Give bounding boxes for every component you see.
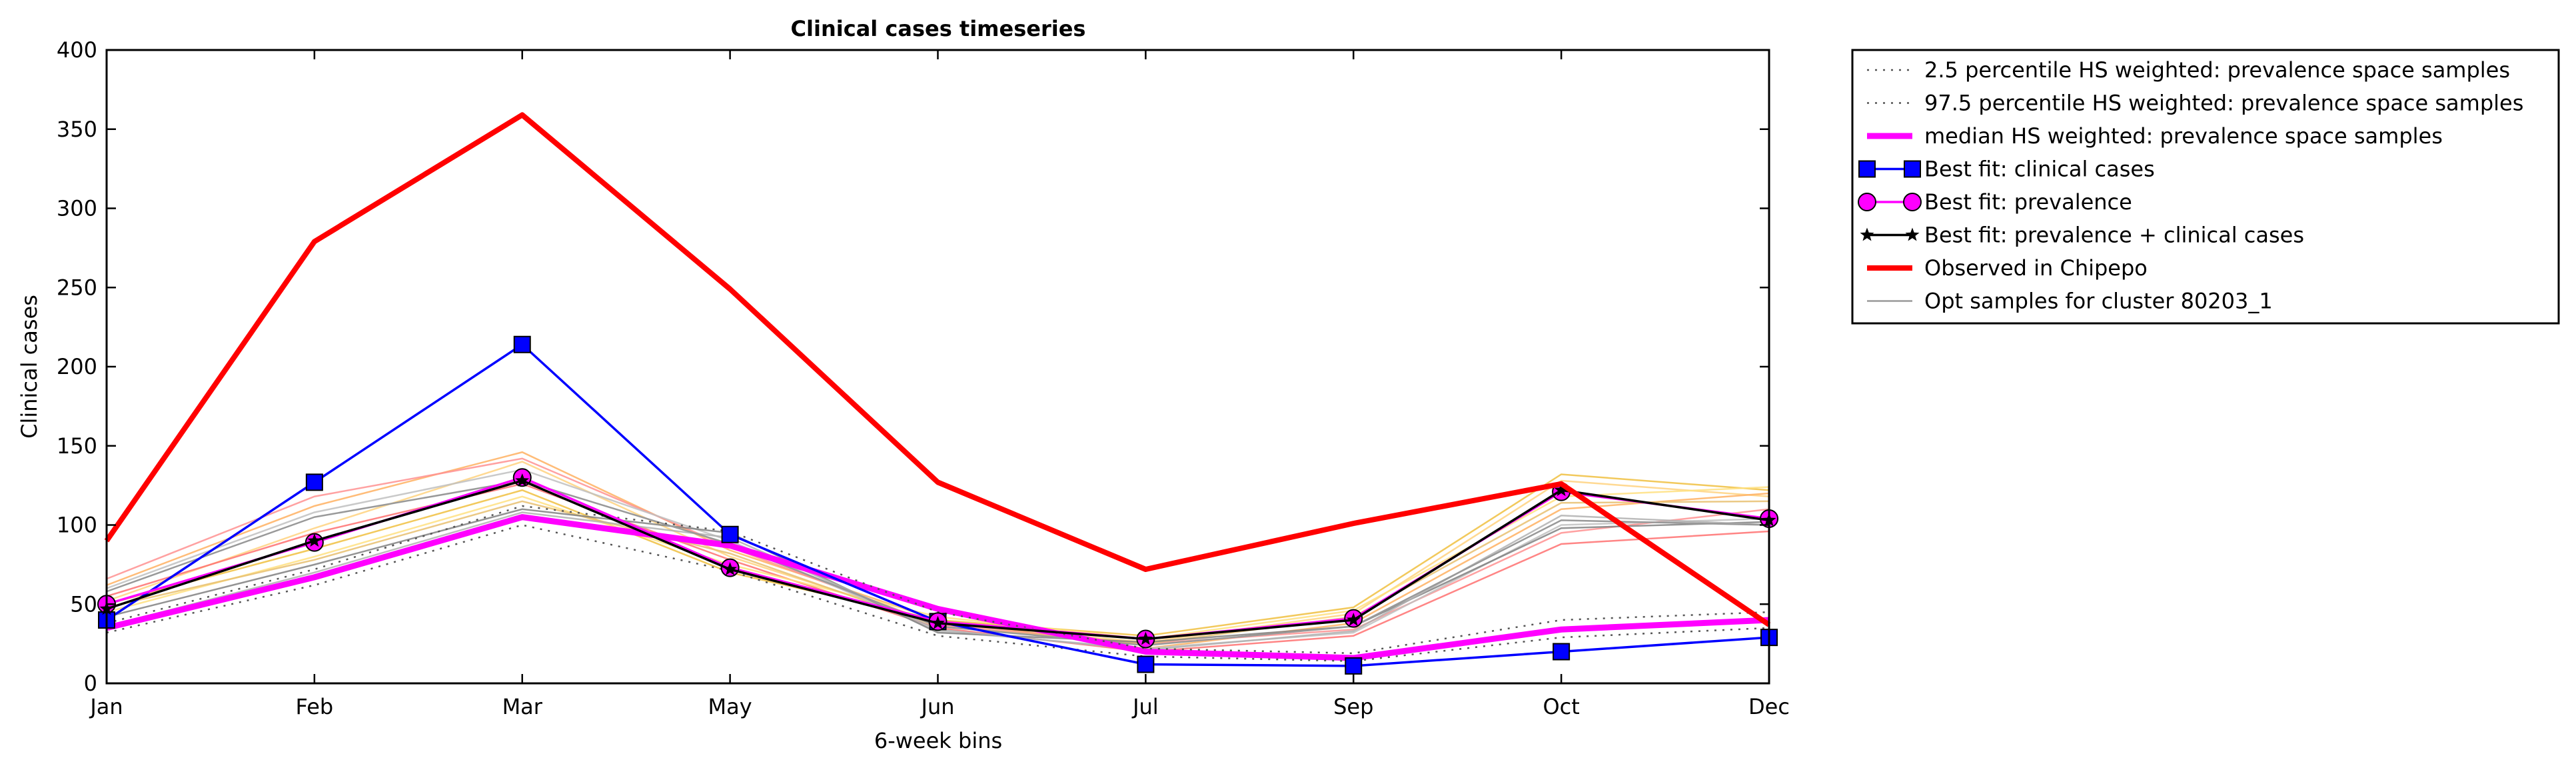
legend-marker [1903, 193, 1922, 211]
point-5-3 [723, 562, 738, 575]
y-tick-label: 250 [57, 275, 97, 300]
legend-label-1: 97.5 percentile HS weighted: prevalence … [1924, 91, 2523, 116]
y-tick-label: 0 [84, 671, 97, 696]
point-3-6 [1345, 657, 1363, 675]
point-3-1 [305, 473, 323, 491]
y-tick-label: 350 [57, 117, 97, 142]
x-tick-label: Dec [1748, 694, 1790, 719]
y-tick-label: 100 [57, 513, 97, 538]
y-tick-label: 200 [57, 354, 97, 379]
point-3-3 [721, 525, 739, 543]
x-tick-label: Feb [296, 694, 334, 719]
y-axis: 0 50 100 150 200 250 300 350 400 [57, 37, 1769, 696]
legend-label-4: Best fit: prevalence [1924, 189, 2132, 215]
legend-label-5: Best fit: prevalence + clinical cases [1924, 223, 2304, 248]
legend-label-7: Opt samples for cluster 80203_1 [1924, 289, 2273, 314]
legend-marker [1858, 160, 1876, 178]
point-3-7 [1553, 643, 1571, 661]
point-3-5 [1137, 655, 1155, 673]
point-5-2 [515, 473, 530, 487]
point-3-2 [513, 335, 531, 353]
legend-marker [1905, 227, 1920, 241]
x-axis-label: 6-week bins [874, 728, 1002, 753]
point-5-7 [1554, 483, 1569, 497]
x-tick-label: Mar [502, 694, 543, 719]
point-5-6 [1346, 613, 1361, 626]
legend: 2.5 percentile HS weighted: prevalence s… [1851, 49, 2560, 325]
point-5-1 [307, 533, 322, 547]
legend-marker [1858, 193, 1876, 211]
x-tick-label: Jan [89, 694, 123, 719]
x-axis: Jan Feb Mar May Jun Jul Sep Oct Dec [89, 50, 1790, 719]
legend-box [1851, 49, 2560, 325]
legend-marker [1904, 160, 1921, 178]
legend-label-3: Best fit: clinical cases [1924, 157, 2155, 182]
y-axis-label: Clinical cases [17, 295, 42, 439]
point-5-4 [931, 615, 945, 629]
x-tick-label: Jul [1131, 694, 1159, 719]
y-tick-label: 300 [57, 196, 97, 221]
series-line-6 [104, 112, 1771, 627]
legend-label-0: 2.5 percentile HS weighted: prevalence s… [1924, 57, 2510, 83]
legend-label-6: Observed in Chipepo [1924, 255, 2148, 281]
x-tick-label: May [708, 694, 752, 719]
series-line-1 [106, 505, 1770, 655]
x-tick-label: Jun [920, 694, 955, 719]
legend-marker [1860, 227, 1874, 241]
chart-title: Clinical cases timeseries [791, 16, 1086, 41]
y-tick-label: 50 [70, 591, 97, 617]
series-line-0 [106, 524, 1770, 662]
plot-frame [105, 49, 1770, 685]
legend-label-2: median HS weighted: prevalence space sam… [1924, 123, 2443, 149]
point-5-5 [1138, 631, 1153, 645]
sample-line-8 [106, 508, 1770, 643]
series-line-2 [105, 514, 1770, 661]
x-tick-label: Sep [1333, 694, 1373, 719]
x-tick-label: Oct [1543, 694, 1579, 719]
plot-marks [97, 112, 1778, 675]
y-tick-label: 400 [57, 37, 97, 63]
y-tick-label: 150 [57, 433, 97, 459]
